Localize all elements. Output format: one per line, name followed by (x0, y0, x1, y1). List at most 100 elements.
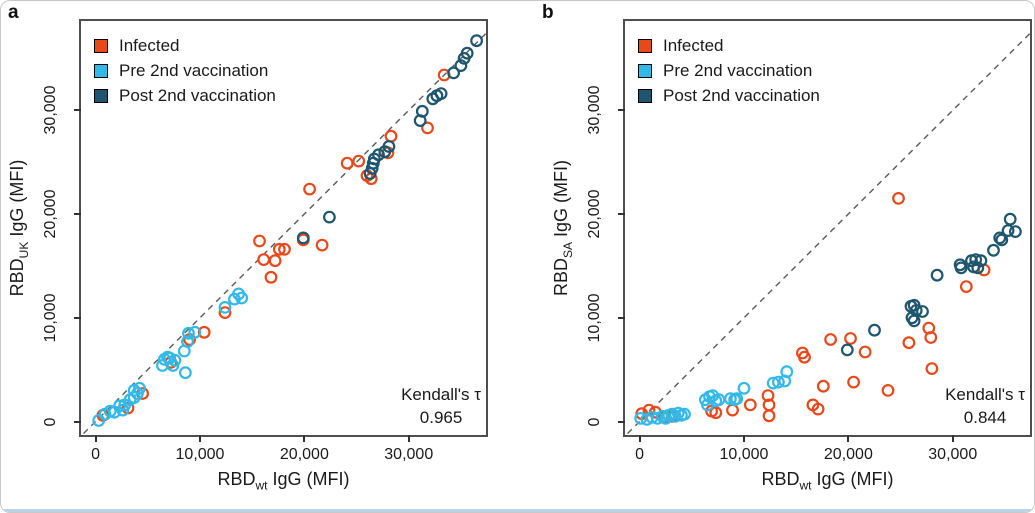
y-axis-tick (618, 212, 625, 215)
data-point (447, 66, 461, 80)
y-axis-tick (618, 109, 625, 112)
data-point (264, 270, 278, 284)
data-point (168, 353, 182, 367)
data-point (460, 46, 474, 60)
data-point (974, 254, 988, 268)
data-point (858, 345, 872, 359)
data-point (372, 148, 385, 162)
legend-item-post-2nd: Post 2nd vaccination (638, 86, 820, 106)
pre-2nd-swatch-icon (94, 64, 108, 78)
legend-label: Post 2nd vaccination (119, 86, 276, 105)
y-axis-label-base: RBD (7, 258, 28, 297)
data-point (1009, 225, 1022, 239)
x-axis-label-rest: IgG (MFI) (267, 469, 350, 489)
data-point (761, 389, 775, 403)
kendall-tau-annotation-b: Kendall's τ 0.844 (945, 384, 1025, 430)
infected-swatch-icon (638, 39, 652, 53)
x-axis-label-rest: IgG (MFI) (811, 469, 894, 489)
x-axis-tick-label: 30,000 (384, 446, 434, 463)
legend-label: Infected (119, 36, 180, 55)
legend-item-infected: Infected (638, 36, 820, 56)
data-point (197, 325, 211, 339)
x-axis-tick (742, 435, 745, 442)
x-axis-label-b: RBDwt IgG (MFI) (761, 469, 893, 493)
data-point (315, 238, 329, 252)
x-axis-tick (407, 435, 410, 442)
legend-label: Pre 2nd vaccination (663, 61, 813, 80)
data-point (303, 182, 317, 196)
x-axis-tick-label: 0 (91, 446, 101, 463)
x-axis-tick (94, 435, 97, 442)
data-point (868, 323, 881, 337)
x-axis-tick-label: 30,000 (928, 446, 978, 463)
data-point (987, 243, 1000, 257)
data-point (296, 231, 310, 245)
legend-item-infected: Infected (94, 36, 276, 56)
data-point (421, 121, 434, 135)
data-point (916, 305, 929, 318)
y-axis-label-base: RBD (551, 258, 572, 297)
legend-item-pre-2nd: Pre 2nd vaccination (94, 61, 276, 81)
data-point (892, 191, 905, 205)
x-axis-tick-label: 10,000 (719, 446, 769, 463)
panel-letter-a: a (8, 2, 19, 23)
x-axis-tick (638, 435, 641, 442)
y-axis-tick (74, 420, 81, 423)
y-axis-label-a: RBDUK IgG (MFI) (7, 160, 31, 297)
bottom-edge-strip (4, 509, 1031, 512)
data-point (352, 154, 366, 168)
data-point (218, 306, 232, 320)
data-point (925, 362, 939, 376)
y-axis-tick-label: 30,000 (42, 85, 59, 135)
data-point (798, 350, 811, 364)
data-point (340, 156, 354, 170)
data-point (415, 104, 429, 118)
post-2nd-swatch-icon (638, 89, 652, 103)
data-point (771, 375, 785, 389)
scatter-plot-b (625, 32, 1030, 435)
x-axis-tick-label: 0 (635, 446, 645, 463)
legend-label: Post 2nd vaccination (663, 86, 820, 105)
data-point (816, 379, 830, 393)
legend-label: Pre 2nd vaccination (119, 61, 269, 80)
data-point (322, 210, 336, 224)
x-axis-tick-label: 20,000 (823, 446, 873, 463)
legend-b: Infected Pre 2nd vaccination Post 2nd va… (638, 36, 820, 111)
pre-2nd-swatch-icon (638, 64, 652, 78)
y-axis-tick-label: 10,000 (586, 293, 603, 343)
data-point (811, 402, 825, 416)
data-point (278, 242, 291, 256)
x-axis-label-sub: wt (255, 478, 268, 493)
x-axis-tick (951, 435, 954, 442)
data-point (737, 381, 751, 395)
data-point (1001, 224, 1015, 238)
data-point (824, 333, 838, 346)
data-point (959, 280, 973, 294)
data-point (969, 253, 983, 267)
data-point (881, 384, 895, 397)
identity-line (625, 32, 1030, 435)
x-axis-tick-label: 10,000 (175, 446, 225, 463)
panel-letter-b: b (542, 2, 554, 23)
x-axis-label-sub: wt (799, 478, 812, 493)
data-point (218, 301, 232, 314)
legend-label: Infected (663, 36, 724, 55)
data-point (766, 376, 780, 390)
data-point (268, 254, 282, 268)
data-point (709, 406, 723, 420)
y-axis-label-b: RBDSA IgG (MFI) (551, 160, 575, 296)
data-point (924, 331, 938, 344)
scatter-plot-a (81, 32, 486, 435)
data-point (930, 268, 944, 282)
plot-area-a: Infected Pre 2nd vaccination Post 2nd va… (7, 19, 488, 493)
y-axis-tick-label: 20,000 (42, 189, 59, 239)
y-axis-tick (618, 420, 625, 423)
x-axis-tick (198, 435, 201, 442)
data-point (133, 381, 146, 395)
data-point (847, 375, 861, 389)
x-axis-label-a: RBDwt IgG (MFI) (217, 469, 349, 493)
data-point (1003, 212, 1017, 226)
y-axis-label-sub: UK (16, 241, 31, 259)
data-point (235, 291, 249, 305)
